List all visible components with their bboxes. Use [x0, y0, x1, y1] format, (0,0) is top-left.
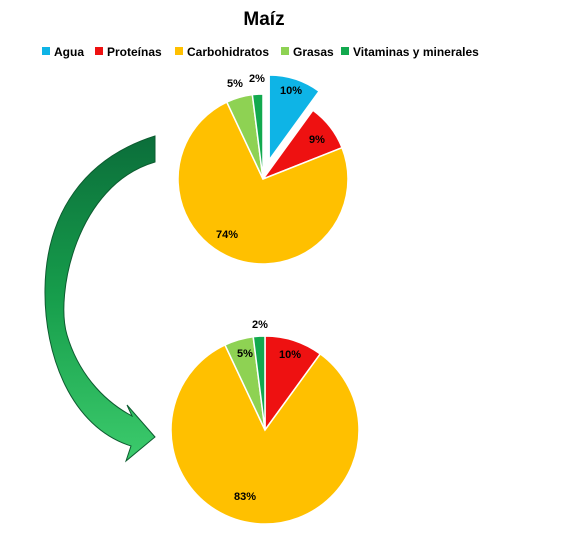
legend-label-vitaminas-y-minerales: Vitaminas y minerales — [353, 45, 479, 59]
pie2-label-vitaminas-y-minerales: 2% — [252, 319, 268, 331]
pie2-slice-vitaminas-y-minerales — [252, 335, 266, 431]
pie1-label-proteinas: 9% — [309, 134, 325, 146]
pie1-label-carbohidratos: 74% — [216, 229, 238, 241]
legend-label-carbohidratos: Carbohidratos — [187, 45, 269, 59]
pie1-label-agua: 10% — [280, 85, 302, 97]
pie1-label-grasas: 5% — [227, 78, 243, 90]
legend-swatch-carbohidratos — [175, 47, 183, 55]
pie1-slice-carbohidratos — [177, 101, 349, 265]
legend-swatch-grasas — [281, 47, 289, 55]
legend-swatch-agua — [42, 47, 50, 55]
legend-label-grasas: Grasas — [293, 45, 334, 59]
legend-swatch-vitaminas-y-minerales — [341, 47, 349, 55]
legend-label-agua: Agua — [54, 45, 84, 59]
chart-title: Maíz — [243, 9, 284, 30]
pie1-slice-agua — [268, 74, 321, 163]
pie2-label-carbohidratos: 83% — [234, 491, 256, 503]
legend-swatch-proteinas — [95, 47, 103, 55]
legend-label-proteinas: Proteínas — [107, 45, 162, 59]
transition-arrow — [44, 135, 156, 463]
pie1-slice-vitaminas-y-minerales — [251, 93, 264, 180]
pie2-label-grasas: 5% — [237, 348, 253, 360]
pies: 10% 9% 74% 5% 2% 10% 83% 5% 2% — [170, 73, 360, 525]
legend: Agua Proteínas Carbohidratos Grasas Vitamina… — [42, 45, 479, 59]
pie2-slice-carbohidratos — [170, 343, 360, 525]
pie1-label-vitaminas-y-minerales: 2% — [249, 73, 265, 85]
pie2-label-proteinas: 10% — [279, 349, 301, 361]
